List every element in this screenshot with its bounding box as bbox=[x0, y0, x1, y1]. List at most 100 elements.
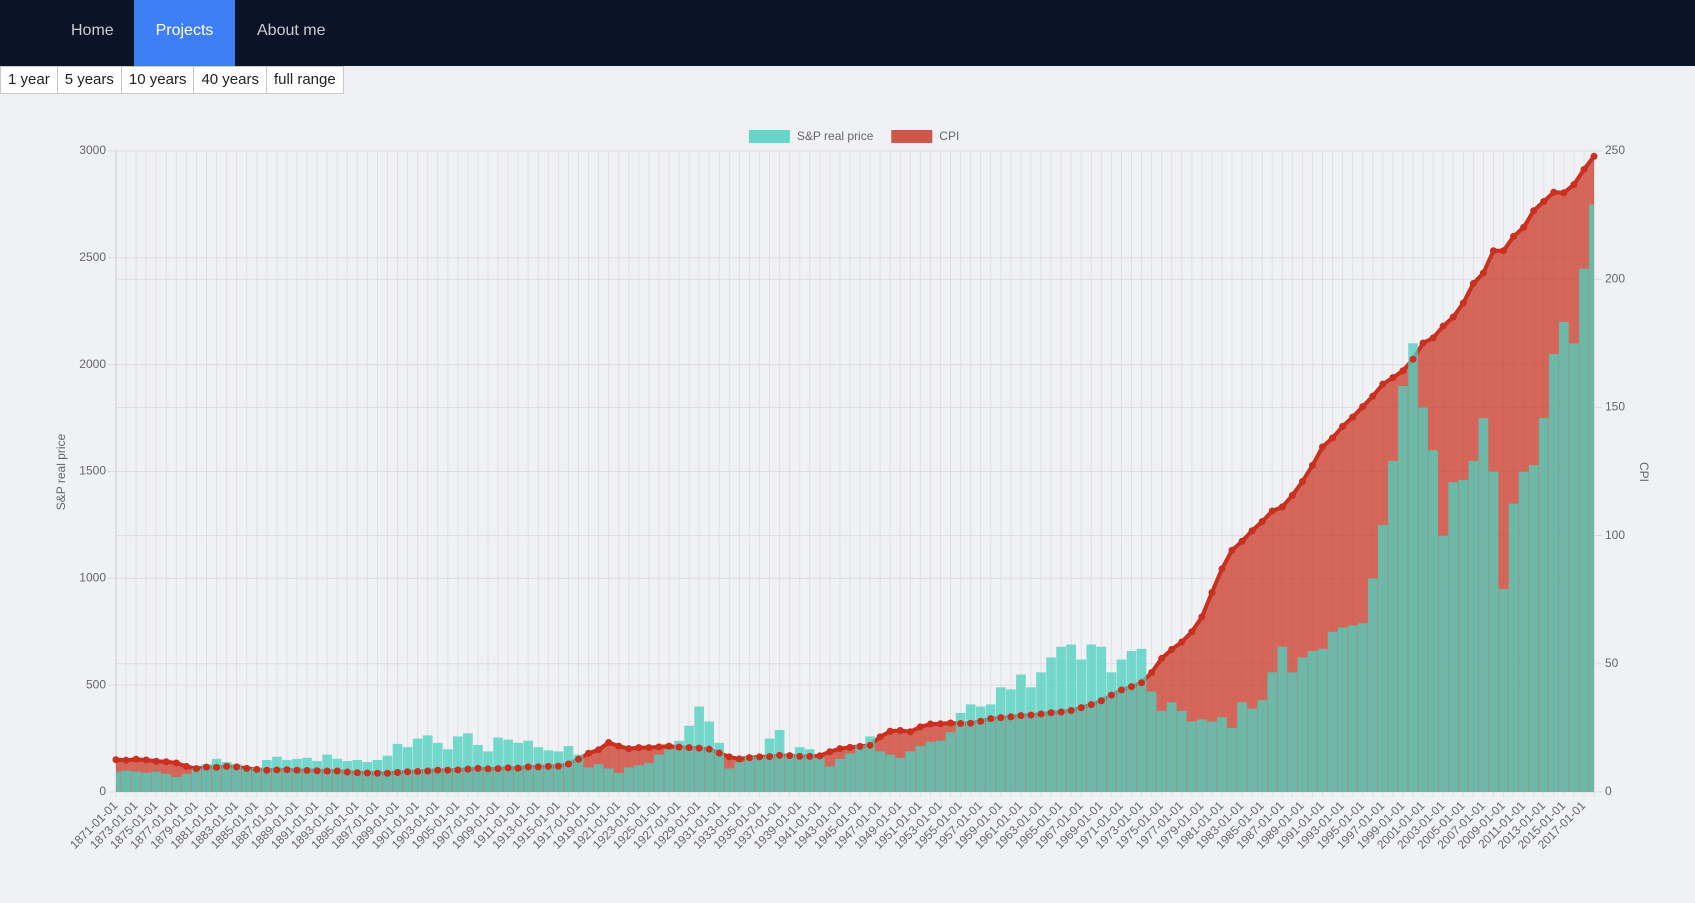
range-button[interactable]: full range bbox=[266, 66, 344, 94]
point bbox=[1007, 713, 1015, 721]
point bbox=[1158, 654, 1166, 662]
point bbox=[1319, 443, 1327, 451]
bar bbox=[995, 687, 1006, 792]
point bbox=[615, 742, 623, 750]
point bbox=[152, 757, 160, 765]
bar bbox=[965, 704, 976, 792]
point bbox=[192, 765, 200, 773]
y-axis-title: S&P real price bbox=[54, 433, 68, 510]
range-button[interactable]: 10 years bbox=[120, 66, 195, 94]
area-fill bbox=[116, 156, 1594, 792]
point bbox=[424, 767, 432, 775]
bar bbox=[1559, 321, 1569, 792]
bar bbox=[1569, 343, 1579, 792]
bar bbox=[1176, 710, 1187, 792]
point bbox=[494, 765, 502, 773]
point bbox=[303, 766, 311, 774]
point bbox=[564, 760, 572, 768]
point bbox=[1208, 589, 1216, 597]
bar bbox=[1046, 657, 1056, 792]
point bbox=[1479, 269, 1487, 277]
bar bbox=[1146, 691, 1157, 792]
bar bbox=[593, 764, 604, 792]
bar bbox=[1036, 672, 1046, 792]
bar bbox=[825, 766, 835, 792]
bar bbox=[1006, 689, 1016, 792]
point bbox=[1127, 683, 1135, 691]
bar bbox=[563, 746, 574, 792]
nav-link[interactable]: Projects bbox=[134, 0, 235, 66]
point bbox=[1298, 477, 1306, 485]
point bbox=[373, 769, 381, 777]
point bbox=[856, 742, 864, 750]
bar bbox=[613, 772, 624, 792]
bar bbox=[744, 755, 755, 792]
bar bbox=[1016, 674, 1026, 792]
point bbox=[233, 763, 241, 771]
bar bbox=[201, 764, 212, 792]
bar bbox=[342, 761, 353, 792]
point bbox=[1570, 181, 1578, 189]
bar bbox=[644, 763, 654, 792]
point bbox=[977, 717, 985, 725]
point bbox=[1198, 613, 1206, 621]
bar bbox=[1056, 646, 1066, 792]
bar bbox=[1116, 659, 1127, 792]
point bbox=[1439, 322, 1447, 330]
point bbox=[504, 764, 512, 772]
point bbox=[263, 766, 271, 774]
point bbox=[896, 726, 904, 734]
bar bbox=[674, 740, 684, 792]
bar bbox=[1126, 650, 1137, 792]
point bbox=[1469, 280, 1477, 288]
point bbox=[283, 766, 291, 774]
line bbox=[116, 155, 1594, 776]
point bbox=[343, 768, 351, 776]
point bbox=[665, 742, 673, 750]
point bbox=[595, 746, 603, 754]
point bbox=[987, 715, 995, 723]
y-tick-label: 1000 bbox=[79, 571, 106, 585]
bar bbox=[1247, 708, 1257, 792]
bar bbox=[1086, 644, 1097, 792]
nav-link[interactable]: Home bbox=[71, 22, 114, 39]
bar bbox=[1518, 471, 1529, 792]
point bbox=[605, 739, 613, 747]
bar bbox=[623, 767, 634, 792]
point bbox=[645, 744, 653, 752]
point bbox=[162, 758, 170, 766]
range-button[interactable]: 1 year bbox=[0, 66, 58, 94]
bar bbox=[804, 749, 815, 792]
point bbox=[172, 759, 180, 767]
legend-swatch bbox=[891, 130, 933, 143]
point bbox=[1308, 461, 1316, 469]
bar bbox=[1508, 503, 1519, 792]
bar bbox=[221, 762, 232, 792]
nav-link[interactable]: About me bbox=[257, 22, 326, 39]
bar bbox=[1166, 702, 1177, 792]
bar bbox=[1237, 702, 1247, 792]
bar bbox=[1337, 627, 1348, 792]
bar bbox=[1357, 623, 1368, 792]
point bbox=[1459, 299, 1467, 307]
point bbox=[273, 766, 281, 774]
bar bbox=[1408, 343, 1418, 792]
range-button[interactable]: 5 years bbox=[56, 66, 122, 94]
bar bbox=[915, 746, 926, 792]
y2-tick-label: 0 bbox=[1605, 784, 1612, 798]
bar bbox=[1217, 717, 1227, 792]
bar bbox=[975, 706, 986, 792]
range-button[interactable]: 40 years bbox=[193, 66, 267, 94]
bar bbox=[784, 753, 795, 792]
bar bbox=[553, 751, 564, 792]
bar bbox=[1307, 650, 1318, 792]
point bbox=[313, 767, 321, 775]
bar bbox=[392, 743, 403, 792]
y2-axis-title: CPI bbox=[1637, 462, 1651, 482]
bar bbox=[1327, 631, 1338, 792]
point bbox=[695, 744, 703, 752]
bar bbox=[292, 758, 302, 792]
bar bbox=[664, 749, 674, 792]
